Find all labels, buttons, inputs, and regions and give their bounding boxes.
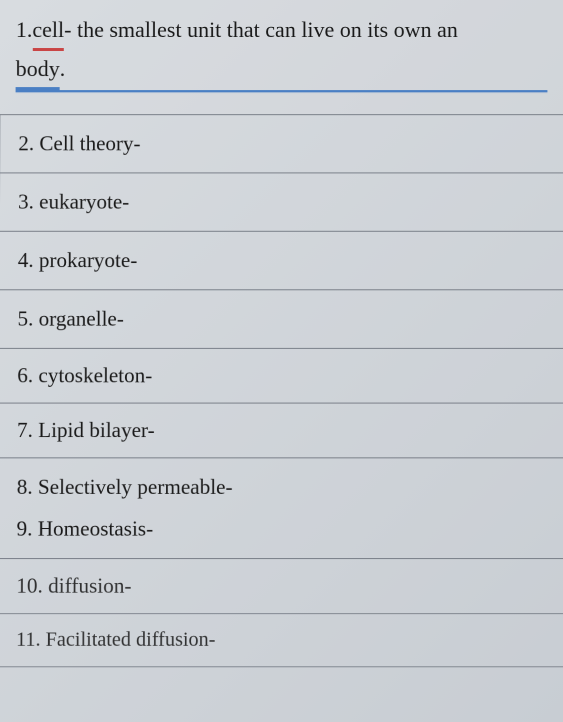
header-text-line1: 1.cell- the smallest unit that can live … [16,12,547,51]
row-number: 11. [16,629,41,651]
row-number: 5. [17,307,33,331]
table-row: 5. organelle- [0,291,563,350]
vocabulary-table: 1.cell- the smallest unit that can live … [0,0,563,668]
table-row: 3. eukaryote- [0,174,563,232]
row-number: 10. [16,574,43,598]
header-text-line2: body. [16,51,548,90]
row-term: diffusion- [48,574,131,598]
header-underlined-word: cell [32,12,64,51]
row-number: 2. [18,132,34,156]
row-term: Selectively permeable- [38,475,233,499]
row-number: 8. [17,475,33,499]
table-row: 9. Homeostasis- [0,509,563,560]
table-row: 6. cytoskeleton- [0,349,563,404]
table-row: 7. Lipid bilayer- [0,404,563,459]
table-row: 8. Selectively permeable- [0,459,563,509]
row-number: 9. [17,517,33,541]
row-number: 7. [17,418,33,442]
table-row: 2. Cell theory- [0,116,563,174]
header-second-underlined: body [16,51,60,90]
row-term: eukaryote- [39,190,129,214]
divider-blue [16,90,548,104]
table-row: 4. prokaryote- [0,232,563,290]
row-term: organelle- [39,307,124,331]
header-row-1: 1.cell- the smallest unit that can live … [0,0,563,116]
table-row: 10. diffusion- [0,559,563,614]
table-row: 11. Facilitated diffusion- [0,615,563,668]
header-number: 1. [16,17,33,42]
row-term: Facilitated diffusion- [46,629,216,651]
row-term: Lipid bilayer- [38,418,155,442]
row-term: prokaryote- [39,248,137,272]
row-term: Homeostasis- [38,517,153,541]
row-term: cytoskeleton- [38,363,152,387]
row-number: 6. [17,363,33,387]
row-term: Cell theory- [39,132,140,156]
row-number: 4. [18,248,34,272]
row-number: 3. [18,190,34,214]
header-after-word: - the smallest unit that can live on its… [64,17,458,42]
header-second-suffix: . [60,56,66,81]
